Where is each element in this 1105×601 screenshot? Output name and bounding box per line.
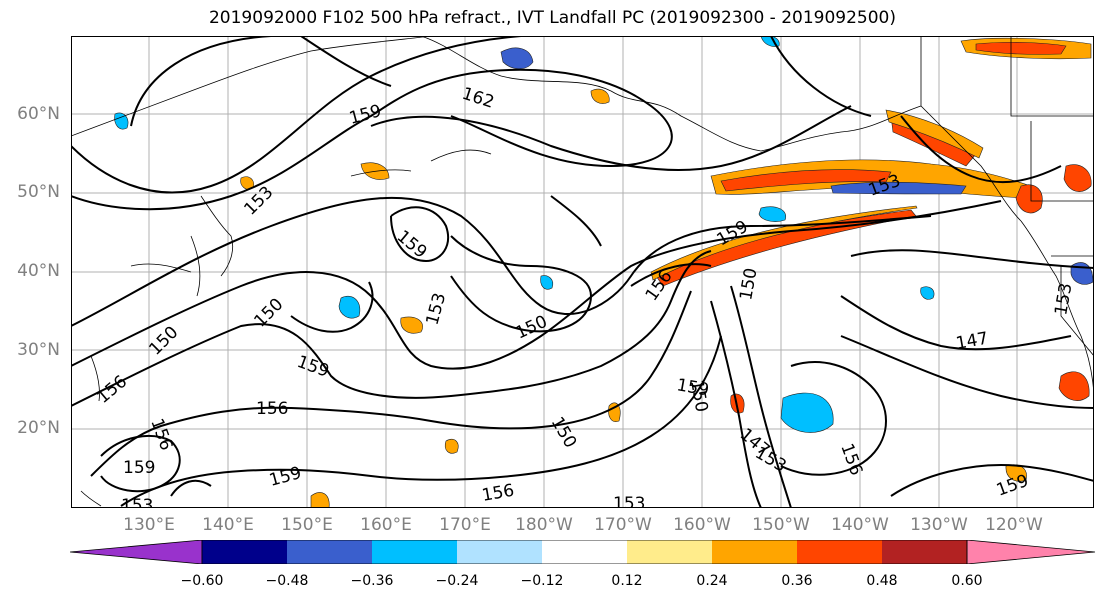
- colorbar-extend-low: [70, 540, 203, 564]
- colorbar-tick-label: −0.48: [265, 573, 309, 589]
- lon-label-150e: 150°E: [281, 515, 333, 535]
- colorbar-segment: [712, 540, 797, 564]
- negative-hawaii-east-fringe: [780, 392, 834, 433]
- lat-label-50n: 50°N: [17, 182, 60, 202]
- colorbar-segment: [372, 540, 457, 564]
- colorbar-segment: [542, 540, 627, 564]
- lon-label-160w: 160°W: [673, 515, 731, 535]
- positive-arctic-core: [975, 41, 1067, 55]
- colorbar-segment: [627, 540, 712, 564]
- lon-label-130w: 130°W: [910, 515, 968, 535]
- colorbar-tick-label: 0.24: [696, 573, 728, 589]
- lon-label-180w: 180°W: [515, 515, 573, 535]
- negative-band-gulf: [830, 181, 967, 195]
- contour-label: 156: [256, 399, 288, 419]
- lat-label-30n: 30°N: [17, 340, 60, 360]
- negative-bering: [500, 47, 534, 70]
- colorbar-tick-label: −0.12: [520, 573, 564, 589]
- map-panel: 162 159 153 159 150 150 153 150 147 156 …: [71, 36, 1094, 508]
- positive-subtropic: [608, 402, 621, 422]
- lon-label-140w: 140°W: [831, 515, 889, 535]
- lon-label-160e: 160°E: [360, 515, 412, 535]
- negative-ne-pac-2: [920, 286, 935, 300]
- contour-label: 159: [123, 458, 155, 478]
- colorbar-tick-label: 0.60: [951, 573, 983, 589]
- positive-pnw: [1015, 184, 1043, 214]
- positive-fringe-jet: [650, 205, 918, 281]
- lon-label-170e: 170°E: [439, 515, 491, 535]
- positive-mexico: [1058, 371, 1090, 401]
- colorbar-segment: [202, 540, 287, 564]
- colorbar-segment: [797, 540, 882, 564]
- colorbar-segment: [882, 540, 967, 564]
- lon-label-150w: 150°W: [752, 515, 810, 535]
- contour-label: 153: [121, 496, 153, 508]
- colorbar-tick-label: 0.36: [781, 573, 813, 589]
- colorbar-segment: [287, 540, 372, 564]
- colorbar: [70, 540, 1096, 564]
- lon-label-140e: 140°E: [202, 515, 254, 535]
- colorbar-extend-high: [966, 540, 1096, 564]
- colorbar-tick-label: −0.36: [350, 573, 394, 589]
- negative-midpac: [338, 296, 361, 319]
- lon-label-120w: 120°W: [985, 515, 1043, 535]
- positive-ne-pac: [400, 316, 423, 334]
- colorbar-tick-label: −0.60: [180, 573, 224, 589]
- colorbar-tick-label: −0.24: [435, 573, 479, 589]
- lat-label-40n: 40°N: [17, 261, 60, 281]
- positive-alaska: [590, 88, 610, 104]
- negative-midpac-2: [540, 275, 554, 290]
- positive-west-pac: [310, 492, 330, 508]
- positive-pnw-2: [1063, 164, 1092, 192]
- lon-label-130e: 130°E: [123, 515, 175, 535]
- colorbar-tick-label: 0.12: [611, 573, 643, 589]
- contour-label: 153: [613, 494, 645, 508]
- coastlines: [71, 36, 1094, 507]
- colorbar-segment: [457, 540, 542, 564]
- map-title: 2019092000 F102 500 hPa refract., IVT La…: [208, 8, 896, 28]
- negative-wpac-blue: [114, 112, 129, 130]
- colorbar-tick-label: 0.48: [866, 573, 898, 589]
- positive-core-alaska-gulf: [720, 169, 892, 192]
- lon-label-170w: 170°W: [594, 515, 652, 535]
- negative-aleutian: [758, 206, 787, 222]
- lat-label-60n: 60°N: [17, 104, 60, 124]
- refractivity-contours: [71, 36, 1094, 508]
- positive-dateline-sub: [444, 438, 459, 454]
- lat-label-20n: 20°N: [17, 418, 60, 438]
- shaded-anomaly-fields: [114, 36, 1094, 508]
